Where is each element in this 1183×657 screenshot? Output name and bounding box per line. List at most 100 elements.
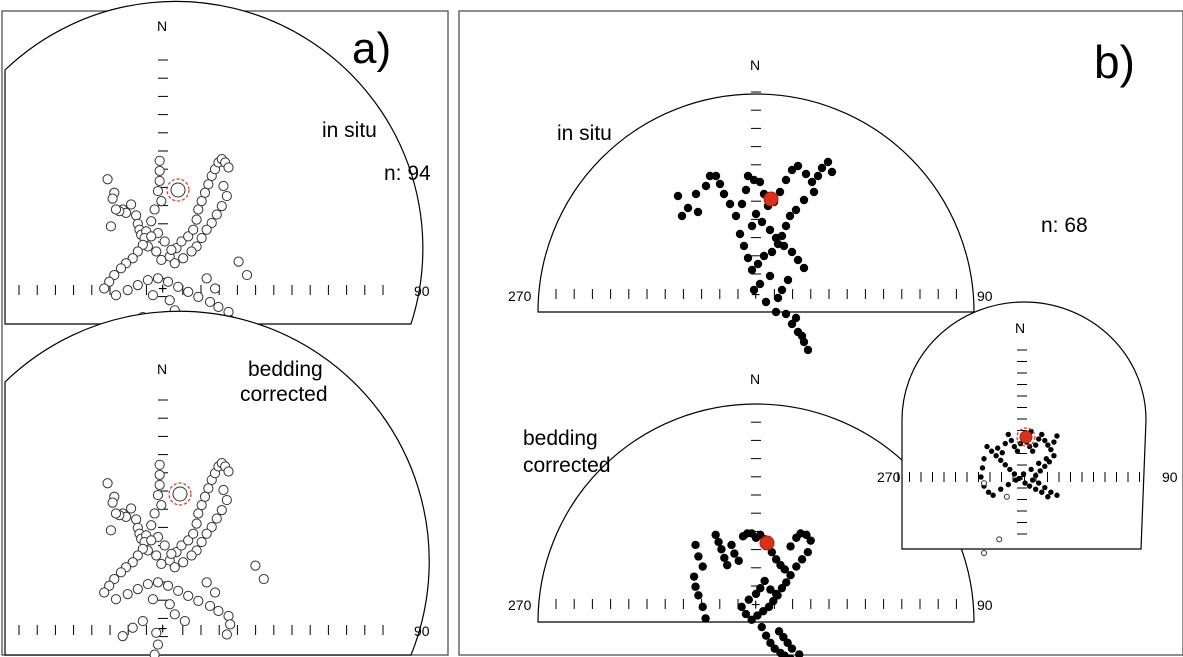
stereonet-a-top-point [201,273,212,284]
stereonet-b-bottom-point [701,614,710,623]
stereonet-b-top-point [781,175,791,185]
stereonet-a-top-point [201,224,212,235]
stereonet-b-inset-point [978,474,984,480]
stereonet-a-top-point [203,179,214,190]
stereonet-a-top-point [107,193,118,204]
stereonet-b-bottom-point [760,576,769,586]
stereonet-a-top-point [146,231,157,242]
stereonet-b-bottom-ticks [555,403,957,609]
stereonet-b-inset-north: N [1015,320,1025,336]
stereonet-b-top-point [785,211,795,221]
stereonet-b-top-ticks [555,91,957,299]
stereonet-b-inset-point [1054,492,1060,498]
stereonet-b-bottom-point [779,632,788,642]
stereonet-b-inset-point [1008,437,1015,444]
stereonet-b-inset-point [988,448,995,454]
stereonet-a-top-point [166,244,177,255]
stereonet-a-bottom-point [132,584,143,595]
stereonet-a-top-mean [170,182,186,198]
stereonet-a-bottom-point [250,560,261,571]
stereonet-b-bottom-point [691,540,700,550]
stereonet-a-top-point [102,174,113,185]
stereonet-b-top-point [765,225,775,235]
stereonet-b-inset-point [1042,484,1048,491]
stereonet-a-top-north: N [157,18,167,34]
stereonet-b-bottom-point [714,537,723,547]
stereonet-b-top-east: 90 [977,288,993,304]
stereonet-b-top-point [737,199,747,209]
stereonet-a-bottom-point [137,615,148,627]
stereonet-a-top-point [110,290,122,301]
stereonet-b-inset-point [1002,462,1008,468]
stereonet-a-bottom-point [132,550,143,561]
stereonet-a-bottom-point [107,497,118,508]
stereonet-b-inset-point [990,492,996,498]
stereonet-b-bottom-point [786,542,795,551]
stereonet-a-top-point [132,280,143,291]
stereonet-b-inset-point [1054,433,1060,439]
stereonet-a-bottom-point [186,550,197,561]
stereonet-b-bottom-point [787,644,797,653]
stereonet-a-bottom-east: 90 [414,623,430,639]
stereonet-b-top-point [755,177,765,187]
stereonet-b-top-point [807,177,817,187]
stereonet-b-bottom-point [771,555,781,564]
stereonet-a-bottom-point [127,622,138,633]
stereonet-b-top-point [797,331,807,341]
stereonet-b-inset-point [1039,489,1045,495]
stereonet-b-bottom-point [803,547,813,557]
stereonet-b-inset-point [1014,448,1021,454]
stereonet-a-top-point [169,258,180,269]
stereonet-b-bottom-point [694,552,703,561]
stereonet-b-inset-point [1036,436,1042,442]
stereonet-b-bottom-point [766,638,775,648]
stereonet-b-bottom-point [727,540,736,550]
stereonet-b-inset-point [1051,453,1057,459]
stereonet-a-bottom-point [110,594,122,605]
stereonet-b-bottom-point [691,582,700,591]
stereonet-a-top-point [115,263,127,274]
stereonet-b-top-mean [763,191,779,207]
stereonet-a-top-point [142,274,153,286]
stereonet-b-inset-point [999,449,1005,456]
stereonet-a-bottom-point [225,619,236,630]
stereonet-b-top-point [701,181,711,191]
stereonet-a-top-point [131,210,142,221]
stereonet-a-bottom-point [258,573,269,585]
stereonet-b-top-point [801,169,811,179]
stereonet-a-top-confidence-cone [166,178,190,202]
stereonet-b-top-point [735,229,745,239]
stereonet-a-bottom-points [99,458,269,657]
stereonet-b-bottom-point [757,622,766,632]
stereonet-b-inset: N 270 90 + [877,301,1178,556]
stereonet-a-bottom-point [152,489,164,501]
stereonet-a-top-point [154,155,165,166]
stereonet-b-inset-point [985,489,992,495]
stereonet-b-bottom-point [795,650,804,657]
stereonet-a-bottom-point [115,567,127,578]
stereonet-b-top-point [791,313,801,323]
stereonet-b-inset-point [1048,446,1054,453]
stereonet-b-bottom-point [717,545,726,554]
stereonet-a-top-point [151,246,162,257]
stereonet-b-inset-open-point [996,536,1003,543]
stereonet-b-inset-point [1045,494,1051,500]
stereonet-b-top-point [751,209,761,219]
stereonet-b-inset-point [1011,471,1018,477]
stereonet-b-inset-point [998,486,1004,492]
stereonet-b-top-north: N [750,57,760,73]
stereonet-a-top-point [188,224,199,235]
stereonet-a-bottom-point [221,494,232,506]
stereonet-a-bottom-point [125,503,137,514]
stereonet-b-bottom-mode-line2: corrected [523,454,611,477]
stereonet-b-bottom-point [771,589,781,599]
stereonet-a-bottom-point [223,610,234,622]
stereonet-b-inset-point [1051,439,1057,445]
stereonet-a-top-point [154,165,165,176]
panel-a-label: a) [352,24,391,73]
stereonet-b-inset-points [978,428,1060,556]
stereonet-b-inset-outline [901,301,1147,550]
stereonet-b-top-point [719,189,729,199]
stereonet-a-bottom-point [127,557,138,568]
stereonet-b-top-point [779,241,789,251]
